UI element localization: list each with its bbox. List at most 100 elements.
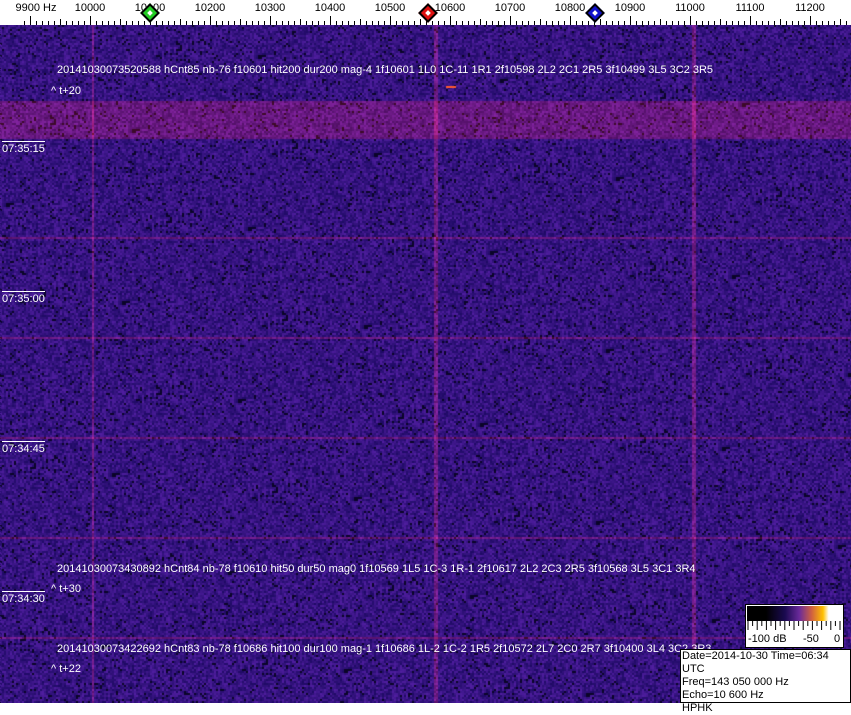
info-box: Date=2014-10-30 Time=06:34 UTC Freq=143 … [680, 649, 851, 714]
axis-tick [210, 16, 211, 25]
axis-tick [90, 16, 91, 25]
axis-tick [24, 21, 25, 25]
axis-tick [168, 21, 169, 25]
axis-tick [618, 21, 619, 25]
axis-tick [630, 16, 631, 25]
axis-tick [486, 21, 487, 25]
axis-tick [234, 21, 235, 25]
axis-tick-label: 10800 [554, 2, 586, 14]
axis-tick [378, 21, 379, 25]
axis-tick [336, 21, 337, 25]
axis-tick [300, 19, 301, 25]
axis-tick [798, 21, 799, 25]
time-label: 07:35:15 [2, 141, 45, 155]
axis-tick [276, 21, 277, 25]
axis-tick [480, 19, 481, 25]
axis-tick [288, 21, 289, 25]
axis-tick [432, 21, 433, 25]
colormap-mid-label: -50 [803, 633, 819, 645]
axis-tick [354, 21, 355, 25]
axis-tick-label: 10200 [194, 2, 226, 14]
detection-offset: ^ t+30 [51, 583, 81, 595]
axis-tick [384, 21, 385, 25]
axis-tick [180, 19, 181, 25]
axis-tick [696, 21, 697, 25]
axis-tick [414, 21, 415, 25]
axis-tick [342, 21, 343, 25]
axis-tick [78, 21, 79, 25]
axis-tick [324, 21, 325, 25]
axis-tick [612, 21, 613, 25]
axis-tick [816, 21, 817, 25]
axis-tick [564, 21, 565, 25]
axis-tick [702, 21, 703, 25]
axis-tick [132, 21, 133, 25]
axis-tick-label: 11100 [735, 2, 765, 14]
axis-tick [522, 21, 523, 25]
axis-tick [810, 16, 811, 25]
axis-tick [174, 21, 175, 25]
axis-tick [588, 21, 589, 25]
axis-tick-label: 11200 [795, 2, 825, 14]
axis-tick-label: 10900 [614, 2, 646, 14]
axis-tick [120, 19, 121, 25]
axis-tick [270, 16, 271, 25]
axis-tick [762, 21, 763, 25]
axis-tick [264, 21, 265, 25]
axis-tick [84, 21, 85, 25]
axis-tick [666, 21, 667, 25]
axis-tick [408, 21, 409, 25]
axis-tick [654, 21, 655, 25]
axis-tick [396, 21, 397, 25]
axis-tick [444, 21, 445, 25]
detection-offset: ^ t+22 [51, 663, 81, 675]
axis-tick [726, 21, 727, 25]
axis-tick [72, 21, 73, 25]
axis-tick [672, 21, 673, 25]
info-date: Date=2014-10-30 Time=06:34 UTC [682, 650, 829, 675]
time-label: 07:34:45 [2, 441, 45, 455]
axis-tick [228, 21, 229, 25]
axis-tick [498, 21, 499, 25]
axis-tick [108, 21, 109, 25]
frequency-marker-icon[interactable] [584, 3, 605, 23]
axis-tick [744, 21, 745, 25]
waterfall-spectrogram[interactable] [0, 25, 851, 703]
axis-tick [504, 21, 505, 25]
time-label: 07:35:00 [2, 291, 45, 305]
axis-tick-label: 10500 [374, 2, 406, 14]
axis-tick [312, 21, 313, 25]
axis-tick [600, 19, 601, 25]
detection-offset: ^ t+20 [51, 85, 81, 97]
axis-tick [708, 21, 709, 25]
axis-tick [66, 21, 67, 25]
axis-tick [768, 21, 769, 25]
axis-tick [534, 21, 535, 25]
axis-tick [516, 21, 517, 25]
axis-tick [690, 16, 691, 25]
axis-tick [102, 21, 103, 25]
axis-tick [426, 21, 427, 25]
colormap-max-label: 0 [834, 633, 841, 645]
axis-tick [144, 21, 145, 25]
axis-tick [138, 21, 139, 25]
axis-tick [648, 21, 649, 25]
axis-tick [738, 21, 739, 25]
axis-tick-label: 10000 [74, 2, 106, 14]
axis-tick [282, 21, 283, 25]
axis-tick [372, 21, 373, 25]
colormap-gradient [747, 606, 842, 621]
axis-tick [546, 21, 547, 25]
info-freq: Freq=143 050 000 Hz [682, 676, 789, 688]
axis-tick [582, 21, 583, 25]
axis-tick [684, 21, 685, 25]
time-label: 07:34:30 [2, 591, 45, 605]
axis-tick [156, 21, 157, 25]
axis-tick [54, 21, 55, 25]
axis-tick [252, 21, 253, 25]
axis-tick [540, 19, 541, 25]
axis-tick [366, 21, 367, 25]
colormap-ticks [747, 621, 841, 630]
axis-tick [42, 21, 43, 25]
axis-tick [30, 16, 31, 25]
